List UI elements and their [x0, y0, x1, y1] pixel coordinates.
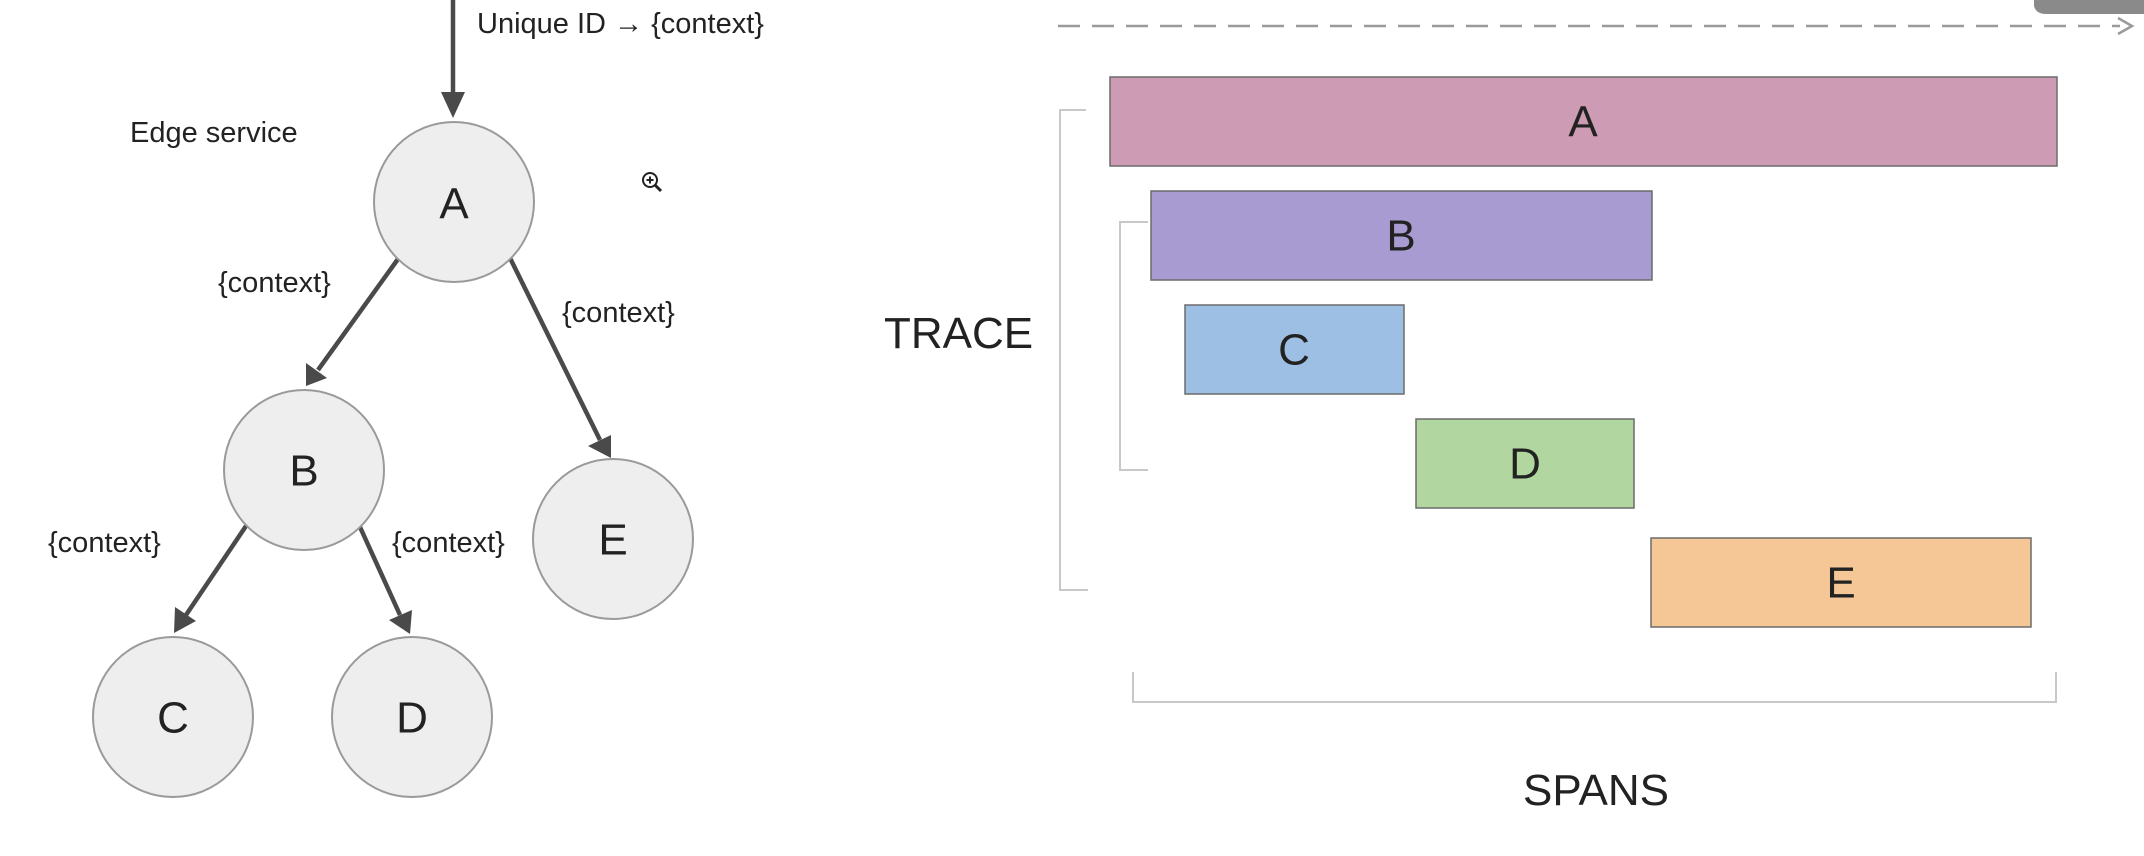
edge-b-d-label: {context} — [392, 527, 505, 559]
incoming-request-label: Unique ID → {context} — [477, 8, 764, 40]
span-d-label: D — [1509, 440, 1541, 489]
edge-a-e — [507, 257, 611, 458]
trace-timeline: A B C D E TRACE SPANS — [884, 0, 2144, 815]
trace-label: TRACE — [884, 309, 1033, 358]
child-spans-bracket — [1119, 221, 1148, 471]
edge-b-c — [174, 524, 248, 633]
call-tree: Unique ID → {context} Edge service {cont… — [48, 0, 764, 798]
zoom-in-icon — [642, 172, 663, 193]
edge-a-e-label: {context} — [562, 297, 675, 329]
incoming-request-arrow — [441, 0, 465, 118]
edge-b-d — [357, 526, 412, 634]
node-c-label: C — [157, 694, 189, 743]
edge-service-label: Edge service — [130, 117, 298, 149]
node-d-label: D — [396, 694, 428, 743]
time-axis-dashed — [1058, 16, 2135, 36]
span-a: A — [1109, 76, 2058, 167]
edge-b-c-label: {context} — [48, 527, 161, 559]
node-a: A — [373, 121, 535, 283]
player-control-badge — [2034, 0, 2144, 14]
span-a-label: A — [1568, 98, 1598, 147]
node-e-label: E — [598, 516, 627, 565]
edge-a-b-label: {context} — [218, 267, 331, 299]
span-b: B — [1150, 190, 1653, 281]
node-b-label: B — [289, 447, 318, 496]
node-d: D — [331, 636, 493, 798]
span-e-label: E — [1826, 559, 1855, 608]
node-e: E — [532, 458, 694, 620]
edge-a-b — [306, 257, 400, 386]
node-b: B — [223, 389, 385, 551]
span-c-label: C — [1278, 326, 1310, 375]
span-c: C — [1184, 304, 1405, 395]
spans-bracket — [1132, 672, 2057, 703]
node-a-label: A — [439, 180, 469, 229]
node-c: C — [92, 636, 254, 798]
trace-bracket — [1059, 109, 1088, 591]
span-b-label: B — [1386, 212, 1415, 261]
span-d: D — [1415, 418, 1635, 509]
span-e: E — [1650, 537, 2032, 628]
spans-label: SPANS — [1523, 766, 1669, 815]
